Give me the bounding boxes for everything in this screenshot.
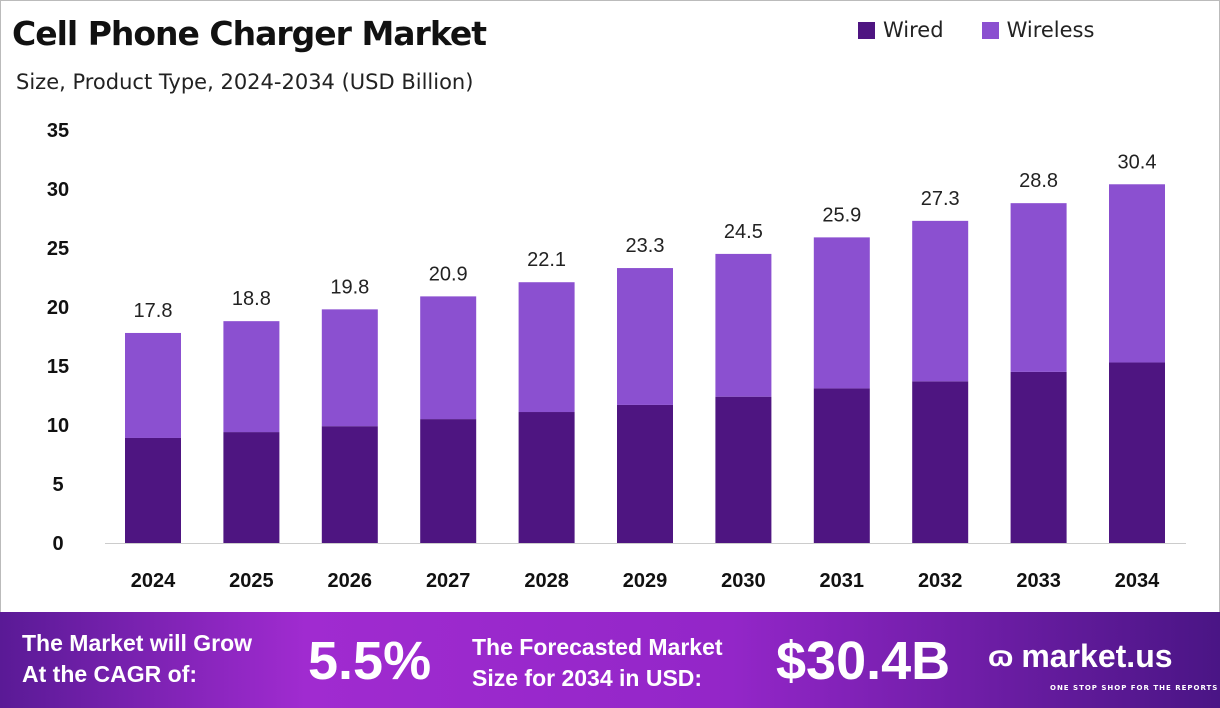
bar-wireless	[1109, 184, 1165, 363]
y-tick-label: 20	[47, 297, 69, 319]
legend-label: Wireless	[1006, 18, 1095, 42]
bar-chart: 0510152025303517.8202418.8202519.8202620…	[47, 120, 1186, 592]
total-label: 27.3	[921, 188, 960, 210]
x-tick-label: 2026	[328, 570, 373, 592]
bar-wireless	[617, 268, 673, 405]
total-label: 30.4	[1118, 151, 1157, 173]
bar-wireless	[912, 220, 969, 382]
y-tick-label: 30	[47, 179, 69, 201]
total-label: 23.3	[626, 235, 665, 257]
bar-wireless	[715, 253, 772, 397]
chart-subtitle: Size, Product Type, 2024-2034 (USD Billi…	[16, 70, 474, 94]
x-tick-label: 2027	[426, 570, 471, 592]
legend: Wired Wireless	[858, 18, 1094, 42]
y-tick-label: 10	[47, 415, 69, 437]
logo-text: market.us	[1021, 638, 1173, 674]
forecast-label-line: Size for 2034 in USD:	[472, 665, 703, 691]
total-label: 19.8	[330, 276, 369, 298]
cagr-label-line: The Market will Grow	[22, 630, 253, 656]
x-tick-label: 2031	[820, 570, 865, 592]
y-tick-label: 15	[47, 356, 69, 378]
bar-wired	[617, 404, 673, 543]
summary-banner: The Market will Grow At the CAGR of: 5.5%…	[0, 612, 1220, 708]
total-label: 22.1	[527, 249, 566, 271]
market-us-logo: ɷ market.us	[988, 638, 1173, 675]
bar-wired	[420, 419, 477, 543]
y-tick-label: 0	[52, 533, 63, 555]
x-tick-label: 2029	[623, 570, 668, 592]
legend-label: Wired	[883, 18, 944, 42]
legend-item-wired: Wired	[858, 18, 944, 42]
total-label: 17.8	[134, 300, 173, 322]
x-tick-label: 2028	[524, 570, 569, 592]
y-tick-label: 25	[47, 238, 69, 260]
bar-wired	[1109, 362, 1165, 543]
bar-wireless	[125, 332, 181, 438]
cagr-label: The Market will Grow At the CAGR of:	[22, 628, 252, 690]
total-label: 28.8	[1019, 170, 1058, 192]
total-label: 24.5	[724, 221, 763, 243]
bar-wired	[912, 381, 969, 543]
legend-item-wireless: Wireless	[981, 18, 1095, 42]
bar-wireless	[321, 309, 378, 427]
bar-wireless	[813, 237, 870, 389]
logo-icon: ɷ	[988, 639, 1014, 673]
x-tick-label: 2024	[131, 570, 176, 592]
x-tick-label: 2034	[1115, 570, 1160, 592]
total-label: 20.9	[429, 263, 468, 285]
cagr-value: 5.5%	[308, 631, 432, 691]
forecast-value: $30.4B	[776, 631, 951, 691]
total-label: 25.9	[822, 204, 861, 226]
total-label: 18.8	[232, 288, 271, 310]
bar-wireless	[518, 282, 575, 413]
bar-wired	[223, 432, 280, 543]
chart-title: Cell Phone Charger Market	[12, 14, 487, 53]
cagr-label-line: At the CAGR of:	[22, 661, 198, 687]
bar-wired	[125, 437, 181, 543]
legend-swatch-wired	[858, 21, 875, 39]
bar-wireless	[420, 296, 477, 420]
x-tick-label: 2032	[918, 570, 963, 592]
x-tick-label: 2033	[1016, 570, 1061, 592]
x-tick-label: 2030	[721, 570, 766, 592]
bar-wired	[518, 412, 575, 543]
bar-wired	[321, 426, 378, 543]
x-tick-label: 2025	[229, 570, 274, 592]
legend-swatch-wireless	[981, 21, 999, 39]
forecast-label-line: The Forecasted Market	[472, 634, 723, 660]
forecast-label: The Forecasted Market Size for 2034 in US…	[472, 632, 723, 694]
y-tick-label: 35	[47, 120, 69, 142]
bar-wireless	[223, 321, 280, 433]
bar-wired	[1010, 371, 1067, 543]
bar-wired	[715, 396, 772, 543]
bar-wired	[813, 388, 870, 543]
logo-tagline: ONE STOP SHOP FOR THE REPORTS	[1050, 684, 1219, 692]
bar-wireless	[1010, 203, 1067, 372]
y-tick-label: 5	[52, 474, 63, 496]
